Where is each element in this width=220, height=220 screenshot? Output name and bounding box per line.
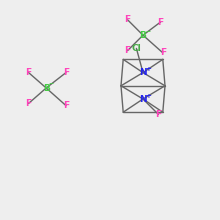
- Text: +: +: [146, 66, 151, 72]
- Text: N: N: [139, 68, 147, 77]
- Text: F: F: [158, 18, 164, 26]
- Text: Cl: Cl: [132, 44, 141, 53]
- Text: F: F: [63, 68, 69, 77]
- Text: B: B: [43, 84, 50, 92]
- Text: −: −: [48, 81, 54, 86]
- Text: N: N: [139, 95, 147, 103]
- Text: F: F: [26, 68, 32, 77]
- Text: F: F: [125, 15, 131, 24]
- Text: F: F: [125, 46, 131, 55]
- Text: F: F: [160, 48, 166, 57]
- Text: B: B: [139, 31, 147, 40]
- Text: F: F: [26, 99, 32, 108]
- Text: F: F: [155, 110, 161, 119]
- Text: +: +: [146, 93, 151, 99]
- Text: F: F: [63, 101, 69, 110]
- Text: −: −: [145, 28, 150, 33]
